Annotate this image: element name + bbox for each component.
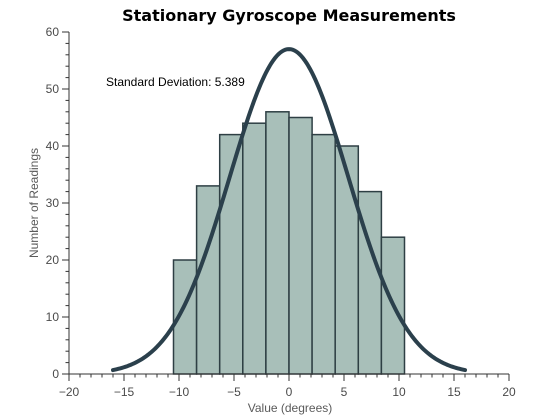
y-tick-label: 0 <box>52 367 59 381</box>
histogram-bars <box>172 111 406 375</box>
x-tick-label: −20 <box>59 385 80 399</box>
y-axis-label: Number of Readings <box>27 148 41 258</box>
histogram-bar <box>265 111 290 375</box>
std-annotation: Standard Deviation: 5.389 <box>106 75 245 89</box>
y-tick-label: 20 <box>46 253 60 267</box>
x-tick-label: 20 <box>502 385 516 399</box>
histogram-bar <box>311 133 336 375</box>
normal-curve-layer <box>111 47 467 373</box>
x-tick-label: −10 <box>169 385 190 399</box>
normal-distribution-curve <box>111 47 467 373</box>
x-axis-label: Value (degrees) <box>248 401 333 415</box>
x-tick-label: −5 <box>227 385 241 399</box>
x-tick-label: 5 <box>341 385 348 399</box>
chart-title: Stationary Gyroscope Measurements <box>122 6 456 25</box>
y-tick-label: 10 <box>46 310 60 324</box>
x-tick-label: 0 <box>286 385 293 399</box>
y-tick-label: 50 <box>46 82 60 96</box>
histogram-bar <box>195 185 221 375</box>
histogram-bar <box>334 145 360 375</box>
x-tick-label: 15 <box>447 385 461 399</box>
y-tick-label: 30 <box>46 196 60 210</box>
histogram-bar <box>288 116 313 375</box>
x-tick-label: −15 <box>114 385 135 399</box>
axes: −20 −15 −10 −5 0 5 10 15 20 0 10 20 30 40 50 60 <box>46 25 516 399</box>
y-tick-label: 40 <box>46 139 60 153</box>
x-tick-label: 10 <box>392 385 406 399</box>
histogram-bar <box>242 122 267 375</box>
y-tick-label: 60 <box>46 25 60 39</box>
